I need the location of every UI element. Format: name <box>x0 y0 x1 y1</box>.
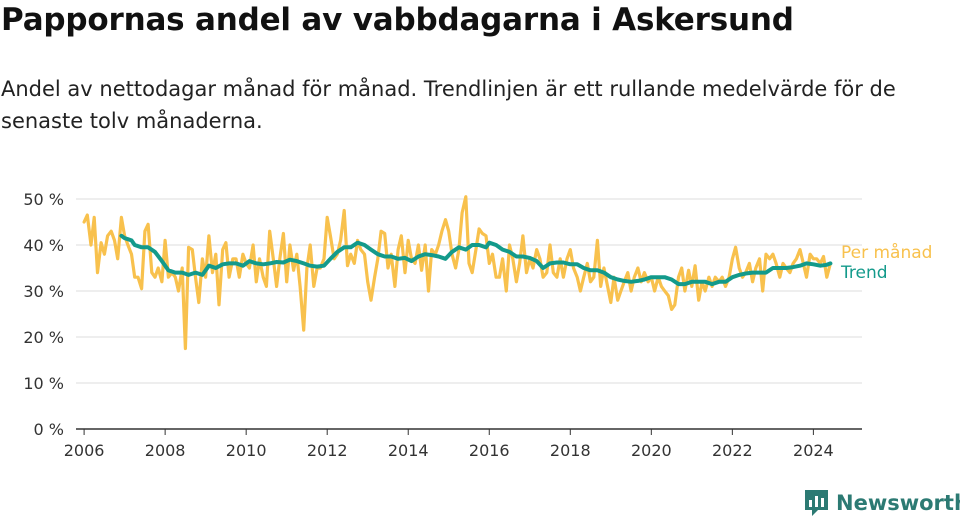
y-tick-label: 40 % <box>23 236 64 255</box>
x-tick-label: 2016 <box>469 441 510 460</box>
y-tick-label: 30 % <box>23 282 64 301</box>
y-tick-label: 20 % <box>23 328 64 347</box>
x-tick-label: 2010 <box>226 441 267 460</box>
y-tick-label: 10 % <box>23 374 64 393</box>
brand-name: Newsworthy <box>836 490 960 515</box>
chart-title: Pappornas andel av vabbdagarna i Askersu… <box>1 2 794 38</box>
x-tick-label: 2008 <box>145 441 186 460</box>
x-tick-label: 2020 <box>631 441 672 460</box>
x-tick-label: 2012 <box>307 441 348 460</box>
chart-subtitle: Andel av nettodagar månad för månad. Tre… <box>1 77 896 133</box>
x-tick-label: 2022 <box>712 441 753 460</box>
legend-label-trend: Trend <box>840 263 888 283</box>
x-tick-label: 2018 <box>550 441 591 460</box>
monthly-series-line <box>82 195 832 351</box>
newsworthy-logo-icon <box>805 490 828 516</box>
legend-label-monthly: Per månad <box>841 242 932 263</box>
trend-series-line <box>119 233 833 287</box>
x-tick-label: 2006 <box>64 441 105 460</box>
x-tick-label: 2014 <box>388 441 429 460</box>
y-tick-label: 0 % <box>34 420 64 439</box>
brand-logo: Newsworthy <box>804 488 960 517</box>
y-tick-label: 50 % <box>23 190 64 209</box>
x-tick-label: 2024 <box>793 441 834 460</box>
